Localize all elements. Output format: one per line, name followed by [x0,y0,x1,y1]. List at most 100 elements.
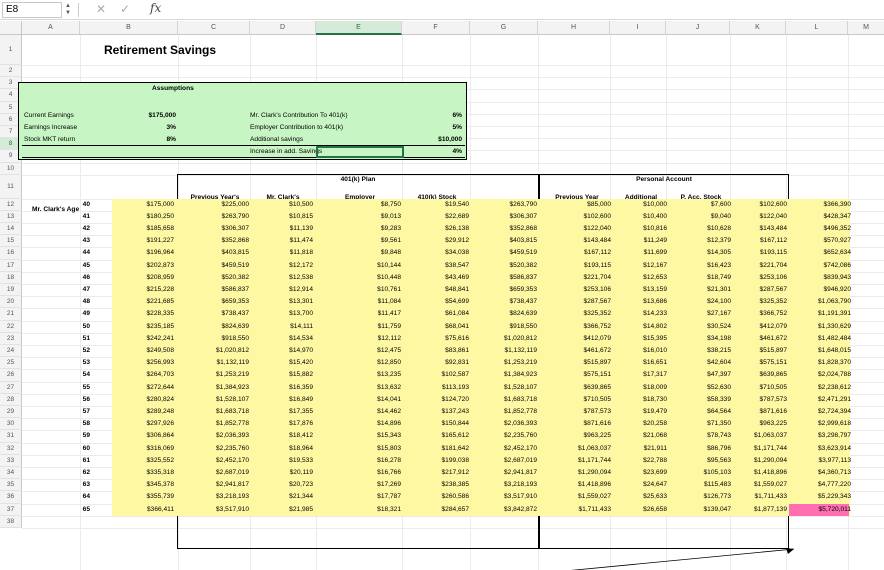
cell-employer-contrib[interactable]: $14,462 [377,408,401,415]
cell-stock-earnings[interactable]: $75,616 [445,334,469,342]
cell-acc-stock[interactable]: $115,483 [703,481,731,489]
column-header-d[interactable]: D [250,21,316,35]
cell-stock-earnings[interactable]: $83,861 [445,347,469,354]
cell-clark-contrib[interactable]: $18,412 [289,432,313,440]
cell-add-savings[interactable]: $22,788 [643,456,667,464]
cell-plan-total[interactable]: $824,639 [509,310,537,318]
cell-age[interactable]: 56 [82,395,90,403]
cell-age[interactable]: 43 [82,237,90,245]
cell-employer-contrib[interactable]: $11,417 [377,310,401,318]
stock-return-value[interactable]: 8% [166,136,176,143]
column-header-f[interactable]: F [402,21,470,35]
cell-employer-contrib[interactable]: $18,321 [377,505,401,513]
cell-clark-contrib[interactable]: $19,533 [289,456,313,464]
cell-acct-total[interactable]: $1,063,037 [753,432,787,440]
cell-acc-stock[interactable]: $42,604 [707,359,731,367]
cell-plan-total[interactable]: $2,941,817 [503,469,537,476]
cell-yearly-total[interactable]: $2,999,618 [817,420,851,428]
cell-acct-total[interactable]: $122,040 [759,212,787,220]
cell-yearly-total[interactable]: $2,238,612 [817,383,851,391]
cell-acc-stock[interactable]: $71,350 [707,420,731,428]
row-header-15[interactable]: 15 [0,235,22,248]
cell-yearly-total[interactable]: $4,777,220 [817,481,851,489]
cell-plan-total[interactable]: $586,837 [509,273,537,281]
cell-add-savings[interactable]: $13,159 [643,286,667,293]
cell-employer-contrib[interactable]: $14,041 [377,395,401,403]
cell-plan-total[interactable]: $1,528,107 [503,383,537,391]
cell-prev-balance[interactable]: $403,815 [221,249,249,257]
cell-stock-earnings[interactable]: $22,689 [445,212,469,220]
cell-stock-earnings[interactable]: $260,586 [441,493,469,501]
cell-add-savings[interactable]: $10,000 [643,200,667,208]
row-header-13[interactable]: 13 [0,210,22,223]
cell-salary[interactable]: $316,069 [146,444,174,452]
cell-prev-balance[interactable]: $520,382 [221,273,249,281]
cell-acct-total[interactable]: $1,171,744 [753,444,787,452]
cell-employer-contrib[interactable]: $17,269 [377,481,401,489]
cell-employer-contrib[interactable]: $12,850 [377,359,401,367]
cell-yearly-total[interactable]: $1,191,391 [817,310,851,318]
cell-yearly-total[interactable]: $652,634 [823,249,851,257]
cell-stock-earnings[interactable]: $102,587 [441,371,469,379]
cell-employer-contrib[interactable]: $14,896 [377,420,401,428]
column-header-m[interactable]: M [848,21,884,35]
cell-salary[interactable]: $355,739 [146,493,174,501]
cell-employer-contrib[interactable]: $15,343 [377,432,401,440]
cell-yearly-total[interactable]: $839,943 [823,273,851,281]
cell-employer-contrib[interactable]: $13,632 [377,383,401,391]
cell-age[interactable]: 41 [82,212,90,220]
row-header-34[interactable]: 34 [0,467,22,480]
cell-add-savings[interactable]: $17,317 [643,371,667,379]
row-header-1[interactable]: 1 [0,35,22,65]
row-header-19[interactable]: 19 [0,284,22,297]
cell-clark-contrib[interactable]: $20,723 [289,481,313,489]
additional-savings-value[interactable]: $10,000 [438,136,462,143]
cell-yearly-total[interactable]: $3,977,113 [818,456,851,464]
cell-add-savings[interactable]: $21,068 [643,432,667,440]
active-cell-cursor[interactable] [316,146,404,158]
cell-acc-stock[interactable]: $58,339 [707,395,731,403]
row-header-18[interactable]: 18 [0,271,22,284]
cell-prev-balance[interactable]: $1,253,219 [215,371,249,379]
cell-salary[interactable]: $366,411 [146,505,174,513]
row-header-29[interactable]: 29 [0,406,22,419]
cell-add-savings[interactable]: $12,167 [643,261,667,269]
cell-plan-total[interactable]: $2,687,019 [503,456,537,464]
cell-salary[interactable]: $335,318 [146,469,174,476]
cell-salary[interactable]: $264,703 [146,371,174,379]
cell-salary[interactable]: $249,508 [146,347,174,354]
cell-employer-contrib[interactable]: $12,475 [377,347,401,354]
cell-acc-stock[interactable]: $18,749 [707,273,731,281]
row-header-2[interactable]: 2 [0,65,22,78]
row-header-22[interactable]: 22 [0,320,22,333]
row-header-27[interactable]: 27 [0,381,22,394]
cell-acct-total[interactable]: $1,877,139 [753,505,787,513]
row-header-32[interactable]: 32 [0,442,22,455]
cell-acct-total[interactable]: $167,112 [759,237,787,245]
cell-prev-year-balance[interactable]: $461,672 [583,347,611,354]
cell-prev-year-balance[interactable]: $871,616 [583,420,611,428]
cell-stock-earnings[interactable]: $26,138 [445,225,469,232]
cell-yearly-total[interactable]: $3,623,914 [817,444,851,452]
row-header-16[interactable]: 16 [0,247,22,260]
row-header-14[interactable]: 14 [0,223,22,236]
cell-yearly-total[interactable]: $1,648,015 [817,347,851,354]
cell-salary[interactable]: $256,993 [146,359,174,367]
cell-prev-balance[interactable]: $2,687,019 [215,469,249,476]
cell-salary[interactable]: $180,250 [146,212,174,220]
cell-acc-stock[interactable]: $38,215 [707,347,731,354]
cell-plan-total[interactable]: $738,437 [509,298,537,306]
cell-plan-total[interactable]: $1,132,119 [504,347,537,354]
cell-stock-earnings[interactable]: $137,243 [441,408,469,415]
row-header-10[interactable]: 10 [0,162,22,175]
cell-clark-contrib[interactable]: $12,914 [289,286,313,293]
cell-plan-total[interactable]: $659,353 [509,286,537,293]
cell-prev-balance[interactable]: $3,517,910 [215,505,249,513]
select-all-corner[interactable] [0,21,22,35]
cell-employer-contrib[interactable]: $11,084 [377,298,401,306]
cell-acct-total[interactable]: $287,567 [759,286,787,293]
cell-prev-balance[interactable]: $738,437 [221,310,249,318]
cell-employer-contrib[interactable]: $9,561 [380,237,401,245]
cell-acc-stock[interactable]: $9,040 [710,212,731,220]
cancel-icon[interactable]: ✕ [96,2,107,16]
